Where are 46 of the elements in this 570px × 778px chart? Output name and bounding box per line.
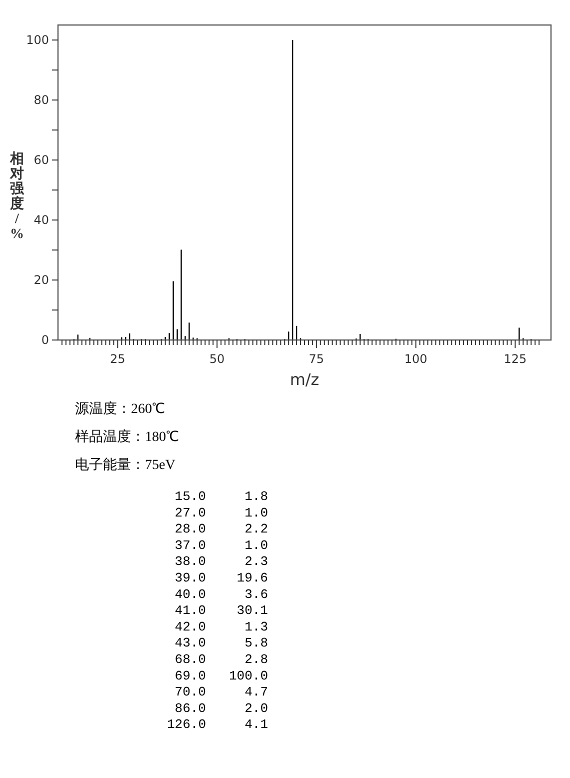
- text: 3.6: [244, 586, 268, 602]
- y-tick-label: 60: [34, 153, 49, 167]
- text: 41.0: [174, 603, 206, 618]
- text: 30.1: [236, 603, 268, 618]
- text: 37.0: [174, 538, 206, 553]
- text: 2.3: [244, 554, 268, 570]
- text: 4.7: [244, 684, 268, 700]
- text: 100.0: [228, 668, 268, 684]
- text: 2.0: [244, 700, 268, 716]
- text: 1.0: [244, 505, 268, 520]
- text: 源温度：260℃: [75, 401, 165, 417]
- text: 19.6: [236, 570, 268, 586]
- x-tick-label: 125: [504, 352, 527, 366]
- text: 38.0: [174, 554, 206, 570]
- text: 1.3: [244, 619, 268, 634]
- text: 42.0: [174, 619, 206, 634]
- text: 4.1: [244, 717, 268, 732]
- x-axis-title: m/z: [290, 370, 320, 389]
- y-tick-label: 100: [26, 33, 49, 47]
- y-axis-title: 相对强度/%: [9, 151, 25, 242]
- text: 86.0: [174, 700, 206, 716]
- text: 1.8: [244, 489, 268, 504]
- text: 15.0: [174, 489, 206, 504]
- text: 68.0: [174, 652, 206, 667]
- text: 28.0: [174, 522, 206, 537]
- y-tick-label: 0: [41, 333, 49, 347]
- x-tick-label: 25: [110, 352, 126, 366]
- text: 样品温度：180℃: [75, 429, 179, 445]
- text: 1.0: [244, 538, 268, 553]
- text: 电子能量：75eV: [75, 457, 176, 473]
- text: 70.0: [174, 684, 206, 700]
- text: 40.0: [174, 586, 206, 602]
- x-tick-label: 50: [209, 352, 225, 366]
- x-tick-label: 100: [404, 352, 428, 366]
- text: 5.8: [244, 636, 268, 651]
- y-tick-label: 80: [34, 93, 49, 107]
- text: 2.2: [244, 522, 268, 537]
- text: 126.0: [166, 717, 206, 732]
- text: 69.0: [174, 668, 206, 684]
- text: 27.0: [174, 505, 206, 520]
- text: 39.0: [174, 570, 206, 586]
- text: 43.0: [174, 636, 206, 651]
- text: 2.8: [244, 652, 268, 667]
- y-tick-label: 20: [34, 273, 49, 287]
- y-tick-label: 40: [34, 213, 49, 227]
- x-tick-label: 75: [308, 352, 324, 366]
